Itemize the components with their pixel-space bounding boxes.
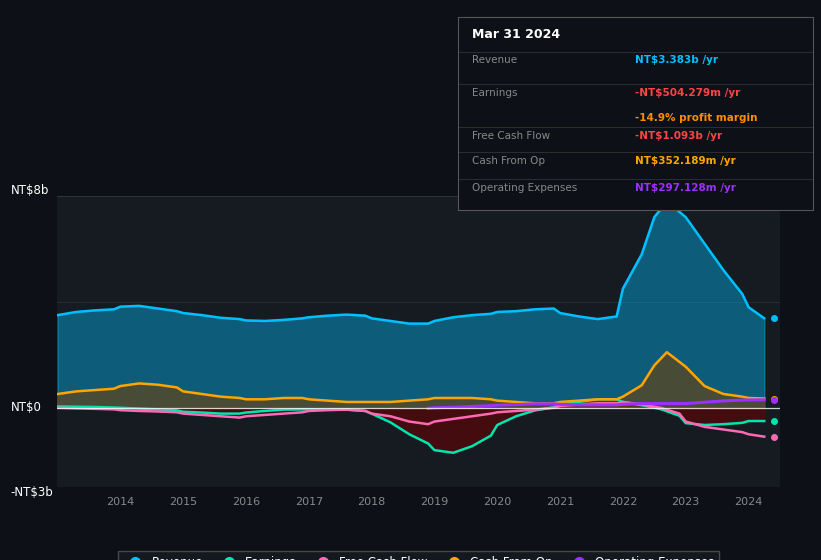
Text: -14.9% profit margin: -14.9% profit margin	[635, 114, 758, 123]
Text: NT$352.189m /yr: NT$352.189m /yr	[635, 156, 736, 166]
Text: Cash From Op: Cash From Op	[472, 156, 545, 166]
Text: Mar 31 2024: Mar 31 2024	[472, 29, 561, 41]
Text: Operating Expenses: Operating Expenses	[472, 183, 577, 193]
Text: Earnings: Earnings	[472, 88, 518, 99]
Text: -NT$3b: -NT$3b	[11, 486, 53, 499]
Text: -NT$504.279m /yr: -NT$504.279m /yr	[635, 88, 741, 99]
Text: Revenue: Revenue	[472, 55, 517, 66]
Text: -NT$1.093b /yr: -NT$1.093b /yr	[635, 131, 722, 141]
Text: NT$3.383b /yr: NT$3.383b /yr	[635, 55, 718, 66]
Legend: Revenue, Earnings, Free Cash Flow, Cash From Op, Operating Expenses: Revenue, Earnings, Free Cash Flow, Cash …	[118, 552, 719, 560]
Text: NT$8b: NT$8b	[11, 184, 49, 197]
Text: Free Cash Flow: Free Cash Flow	[472, 131, 550, 141]
Text: NT$0: NT$0	[11, 402, 41, 414]
Text: NT$297.128m /yr: NT$297.128m /yr	[635, 183, 736, 193]
